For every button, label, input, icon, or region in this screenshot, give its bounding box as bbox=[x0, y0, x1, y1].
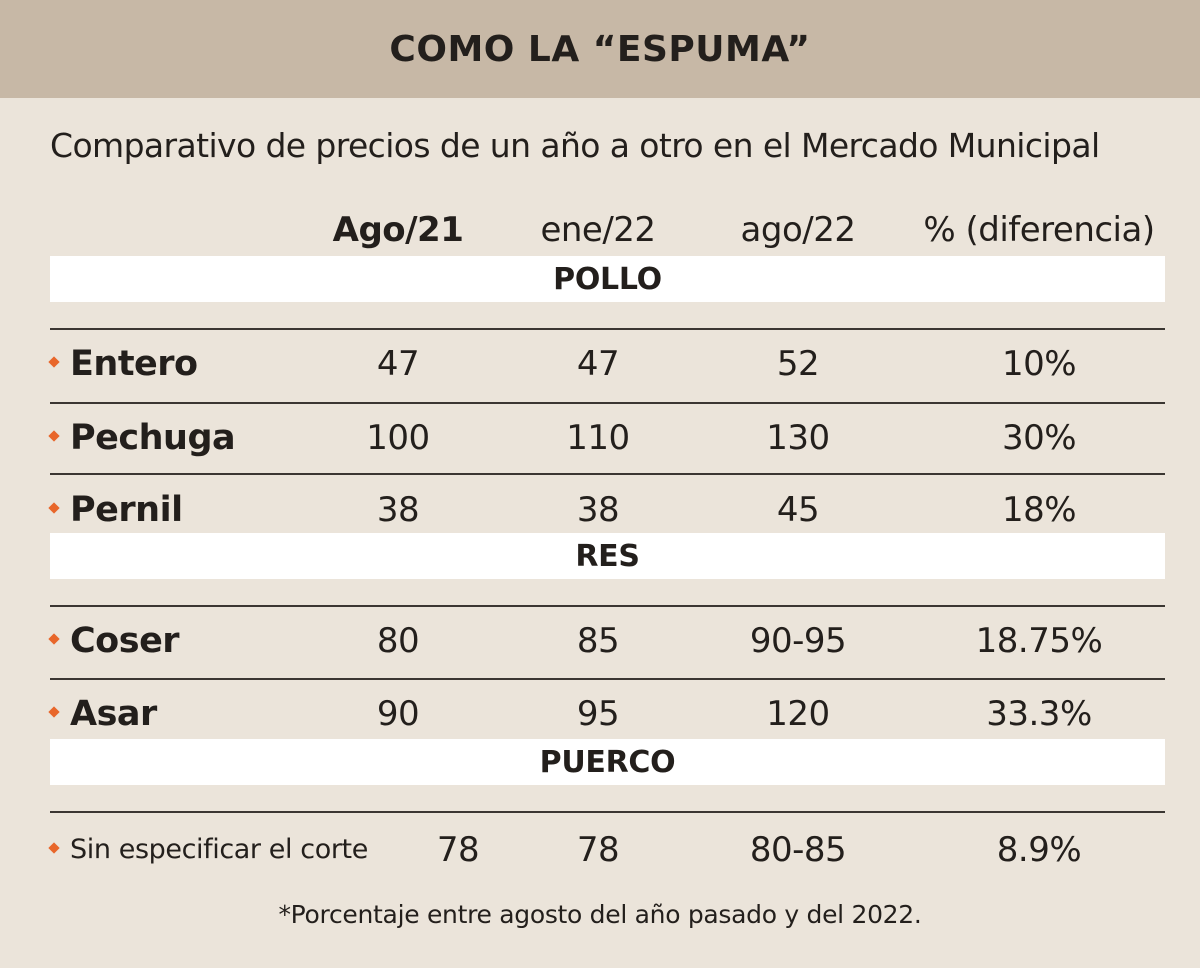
table-row: Coser 80 85 90-95 18.75% bbox=[0, 611, 1200, 671]
divider bbox=[50, 402, 1165, 404]
row-label: Entero bbox=[48, 334, 198, 394]
cell-ago21: 90 bbox=[376, 694, 420, 734]
cell-ene22: 110 bbox=[566, 418, 630, 458]
cell-diferencia: 33.3% bbox=[986, 694, 1092, 734]
cell-ago21: 38 bbox=[376, 490, 420, 530]
cell-diferencia: 30% bbox=[1001, 418, 1077, 458]
cell-ago22: 90-95 bbox=[749, 621, 847, 661]
cell-diferencia: 18% bbox=[1001, 490, 1077, 530]
cell-ago21: 80 bbox=[376, 621, 420, 661]
table-row: Sin especificar el corte 78 78 80-85 8.9… bbox=[0, 820, 1200, 880]
cell-ene22: 78 bbox=[576, 830, 620, 870]
cell-ago22: 80-85 bbox=[749, 830, 847, 870]
row-label: Asar bbox=[48, 684, 157, 744]
bullet-icon bbox=[48, 841, 60, 854]
section-header-res: RES bbox=[50, 533, 1165, 579]
column-header-ago22: ago/22 bbox=[740, 210, 856, 250]
row-label: Coser bbox=[48, 611, 180, 671]
footnote: *Porcentaje entre agosto del año pasado … bbox=[278, 900, 922, 929]
table-row: Asar 90 95 120 33.3% bbox=[0, 684, 1200, 744]
cell-diferencia: 8.9% bbox=[996, 830, 1082, 870]
cell-ene22: 38 bbox=[576, 490, 620, 530]
column-header-ago21: Ago/21 bbox=[332, 210, 464, 250]
cell-ago21: 47 bbox=[376, 344, 420, 384]
cell-ene22: 85 bbox=[576, 621, 620, 661]
section-header-pollo: POLLO bbox=[50, 256, 1165, 302]
divider bbox=[50, 678, 1165, 680]
cell-ago21: 78 bbox=[436, 830, 480, 870]
row-label: Pechuga bbox=[48, 408, 236, 468]
column-header-diferencia: % (diferencia) bbox=[923, 210, 1155, 250]
title-bar: COMO LA “ESPUMA” bbox=[0, 0, 1200, 98]
divider bbox=[50, 811, 1165, 813]
row-label: Pernil bbox=[48, 480, 183, 540]
table-row: Entero 47 47 52 10% bbox=[0, 334, 1200, 394]
cell-ago22: 52 bbox=[776, 344, 820, 384]
cell-diferencia: 18.75% bbox=[975, 621, 1103, 661]
bullet-icon bbox=[48, 706, 60, 718]
cell-ago22: 130 bbox=[766, 418, 830, 458]
table-row: Pernil 38 38 45 18% bbox=[0, 480, 1200, 540]
bullet-icon bbox=[48, 633, 60, 645]
cell-diferencia: 10% bbox=[1001, 344, 1077, 384]
cell-ago22: 120 bbox=[766, 694, 830, 734]
section-header-puerco: PUERCO bbox=[50, 739, 1165, 785]
cell-ene22: 95 bbox=[576, 694, 620, 734]
divider bbox=[50, 473, 1165, 475]
table-row: Pechuga 100 110 130 30% bbox=[0, 408, 1200, 468]
cell-ago22: 45 bbox=[776, 490, 820, 530]
row-label: Sin especificar el corte bbox=[48, 820, 368, 880]
bullet-icon bbox=[48, 502, 60, 514]
cell-ago21: 100 bbox=[366, 418, 430, 458]
column-header-ene22: ene/22 bbox=[540, 210, 656, 250]
subtitle: Comparativo de precios de un año a otro … bbox=[50, 126, 1100, 165]
cell-ene22: 47 bbox=[576, 344, 620, 384]
bullet-icon bbox=[48, 430, 60, 442]
bullet-icon bbox=[48, 356, 60, 368]
divider bbox=[50, 605, 1165, 607]
page-title: COMO LA “ESPUMA” bbox=[389, 28, 811, 70]
divider bbox=[50, 328, 1165, 330]
